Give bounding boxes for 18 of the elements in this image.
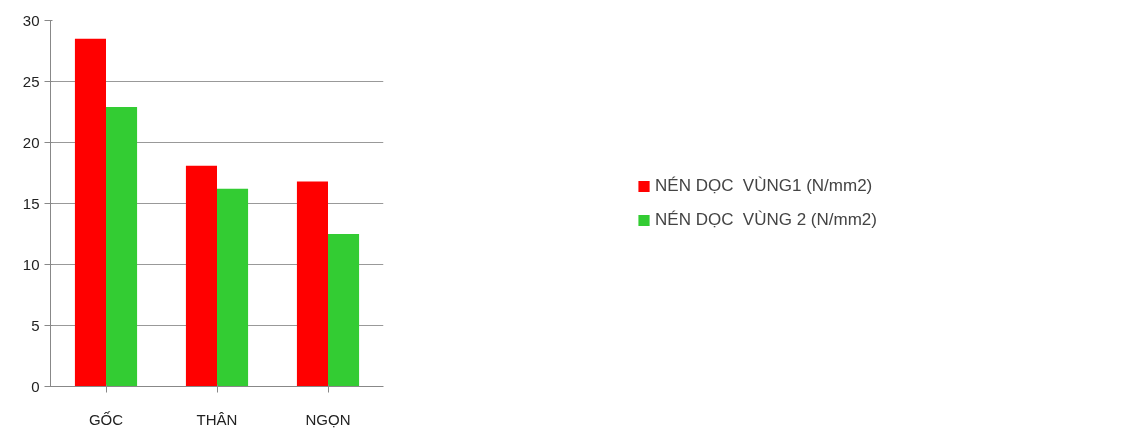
legend-label: NÉN DỌC VÙNG 2 (N/mm2) <box>655 210 877 230</box>
x-tick-label: THÂN <box>196 410 238 428</box>
legend-label: NÉN DỌC VÙNG1 (N/mm2) <box>655 176 873 196</box>
bar <box>296 181 328 387</box>
y-tick-label: 5 <box>31 316 40 334</box>
y-tick-label: 15 <box>22 194 40 212</box>
x-tick-label: NGỌN <box>305 410 351 428</box>
y-tick-label: 20 <box>22 133 40 151</box>
bar <box>74 38 106 387</box>
bar <box>328 234 360 387</box>
x-tick-label: GỐC <box>88 410 124 428</box>
bar <box>106 107 138 387</box>
bar <box>185 165 217 387</box>
y-tick-label: 0 <box>31 377 40 395</box>
y-tick-label: 25 <box>22 72 40 90</box>
bar <box>217 188 249 387</box>
y-tick-label: 30 <box>22 11 40 29</box>
y-tick-label: 10 <box>22 255 40 273</box>
